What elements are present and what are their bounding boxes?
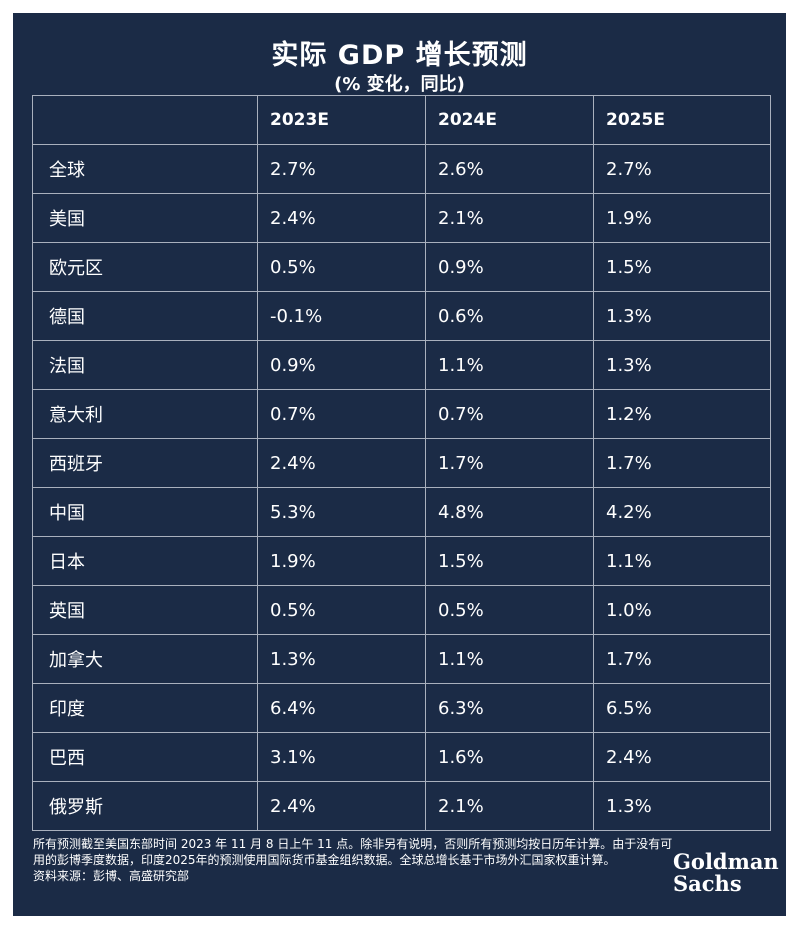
table-row: 法国 0.9% 1.1% 1.3% bbox=[32, 340, 771, 390]
value-cell: 1.7% bbox=[593, 634, 771, 684]
value-cell: 2.7% bbox=[257, 144, 426, 194]
footnote: 所有预测截至美国东部时间 2023 年 11 月 8 日上午 11 点。除非另有… bbox=[33, 836, 673, 884]
goldman-sachs-logo: Goldman Sachs bbox=[673, 849, 779, 896]
table-row: 意大利 0.7% 0.7% 1.2% bbox=[32, 389, 771, 439]
value-cell: 1.7% bbox=[593, 438, 771, 488]
value-cell: 0.9% bbox=[257, 340, 426, 390]
value-cell: 6.5% bbox=[593, 683, 771, 733]
value-cell: 1.2% bbox=[593, 389, 771, 439]
value-cell: 6.3% bbox=[425, 683, 594, 733]
value-cell: 2.1% bbox=[425, 781, 594, 831]
value-cell: 1.9% bbox=[593, 193, 771, 243]
value-cell: 6.4% bbox=[257, 683, 426, 733]
table-row: 全球 2.7% 2.6% 2.7% bbox=[32, 144, 771, 194]
value-cell: 1.3% bbox=[593, 781, 771, 831]
region-cell: 法国 bbox=[32, 340, 258, 390]
table-row: 中国 5.3% 4.8% 4.2% bbox=[32, 487, 771, 537]
value-cell: 2.4% bbox=[257, 438, 426, 488]
table-row: 欧元区 0.5% 0.9% 1.5% bbox=[32, 242, 771, 292]
value-cell: 1.7% bbox=[425, 438, 594, 488]
region-cell: 加拿大 bbox=[32, 634, 258, 684]
gdp-forecast-table: 2023E 2024E 2025E 全球 2.7% 2.6% 2.7% 美国 2.4% 2.… bbox=[32, 95, 771, 831]
region-cell: 英国 bbox=[32, 585, 258, 635]
chart-panel: 实际 GDP 增长预测 (% 变化，同比) 2023E 2024E 2025E … bbox=[13, 13, 786, 916]
value-cell: 4.2% bbox=[593, 487, 771, 537]
value-cell: 1.1% bbox=[425, 634, 594, 684]
value-cell: 1.5% bbox=[425, 536, 594, 586]
value-cell: 1.1% bbox=[593, 536, 771, 586]
region-cell: 中国 bbox=[32, 487, 258, 537]
table-row: 印度 6.4% 6.3% 6.5% bbox=[32, 683, 771, 733]
value-cell: 1.9% bbox=[257, 536, 426, 586]
value-cell: 1.5% bbox=[593, 242, 771, 292]
header-cell-region bbox=[32, 95, 258, 145]
value-cell: 0.7% bbox=[257, 389, 426, 439]
table-row: 西班牙 2.4% 1.7% 1.7% bbox=[32, 438, 771, 488]
table-row: 日本 1.9% 1.5% 1.1% bbox=[32, 536, 771, 586]
source-text: 资料来源：彭博、高盛研究部 bbox=[33, 869, 190, 883]
value-cell: 2.4% bbox=[593, 732, 771, 782]
logo-line-1: Goldman bbox=[673, 849, 779, 874]
region-cell: 意大利 bbox=[32, 389, 258, 439]
value-cell: 1.3% bbox=[593, 291, 771, 341]
table-row: 俄罗斯 2.4% 2.1% 1.3% bbox=[32, 781, 771, 831]
chart-subtitle: (% 变化，同比) bbox=[334, 74, 465, 95]
footnote-text: 所有预测截至美国东部时间 2023 年 11 月 8 日上午 11 点。除非另有… bbox=[33, 837, 673, 867]
value-cell: 3.1% bbox=[257, 732, 426, 782]
value-cell: 1.3% bbox=[257, 634, 426, 684]
value-cell: 4.8% bbox=[425, 487, 594, 537]
region-cell: 西班牙 bbox=[32, 438, 258, 488]
table-row: 美国 2.4% 2.1% 1.9% bbox=[32, 193, 771, 243]
region-cell: 美国 bbox=[32, 193, 258, 243]
chart-title: 实际 GDP 增长预测 bbox=[271, 40, 528, 71]
region-cell: 全球 bbox=[32, 144, 258, 194]
value-cell: 0.5% bbox=[257, 585, 426, 635]
header-cell-2024: 2024E bbox=[425, 95, 594, 145]
header-cell-2023: 2023E bbox=[257, 95, 426, 145]
value-cell: 0.5% bbox=[257, 242, 426, 292]
table-row: 德国 -0.1% 0.6% 1.3% bbox=[32, 291, 771, 341]
value-cell: 0.5% bbox=[425, 585, 594, 635]
value-cell: 0.9% bbox=[425, 242, 594, 292]
table-row: 加拿大 1.3% 1.1% 1.7% bbox=[32, 634, 771, 684]
region-cell: 德国 bbox=[32, 291, 258, 341]
value-cell: 1.1% bbox=[425, 340, 594, 390]
table-row: 巴西 3.1% 1.6% 2.4% bbox=[32, 732, 771, 782]
region-cell: 巴西 bbox=[32, 732, 258, 782]
table-row: 英国 0.5% 0.5% 1.0% bbox=[32, 585, 771, 635]
region-cell: 印度 bbox=[32, 683, 258, 733]
region-cell: 日本 bbox=[32, 536, 258, 586]
value-cell: 2.1% bbox=[425, 193, 594, 243]
value-cell: 2.4% bbox=[257, 193, 426, 243]
value-cell: 5.3% bbox=[257, 487, 426, 537]
value-cell: 1.6% bbox=[425, 732, 594, 782]
header-cell-2025: 2025E bbox=[593, 95, 771, 145]
logo-line-2: Sachs bbox=[673, 871, 742, 896]
value-cell: 2.4% bbox=[257, 781, 426, 831]
value-cell: 2.6% bbox=[425, 144, 594, 194]
region-cell: 欧元区 bbox=[32, 242, 258, 292]
value-cell: 0.7% bbox=[425, 389, 594, 439]
header-row: 2023E 2024E 2025E bbox=[32, 95, 771, 145]
value-cell: -0.1% bbox=[257, 291, 426, 341]
value-cell: 1.0% bbox=[593, 585, 771, 635]
value-cell: 0.6% bbox=[425, 291, 594, 341]
value-cell: 2.7% bbox=[593, 144, 771, 194]
region-cell: 俄罗斯 bbox=[32, 781, 258, 831]
value-cell: 1.3% bbox=[593, 340, 771, 390]
